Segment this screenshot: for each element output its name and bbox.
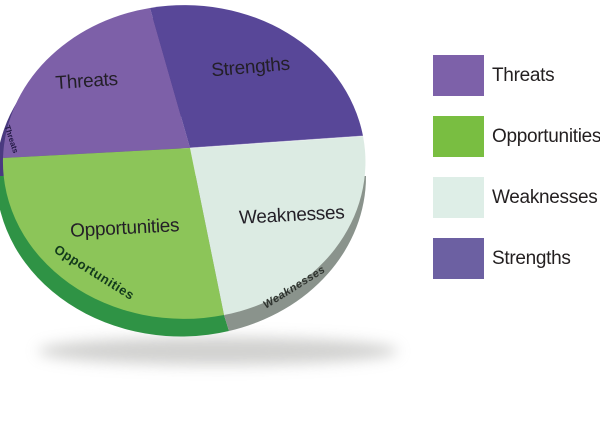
threats-legend-swatch bbox=[433, 55, 484, 96]
legend-item-weaknesses: Weaknesses bbox=[433, 177, 600, 218]
weaknesses-slice bbox=[190, 136, 366, 315]
weaknesses-legend-swatch bbox=[433, 177, 484, 218]
pie-shadow bbox=[38, 337, 398, 365]
threats-slice bbox=[3, 8, 190, 158]
legend-item-opportunities: Opportunities bbox=[433, 116, 600, 157]
threats-legend-label: Threats bbox=[492, 64, 555, 86]
legend-item-strengths: Strengths bbox=[433, 238, 600, 279]
opportunities-slice bbox=[2, 148, 225, 319]
opportunities-legend-label: Opportunities bbox=[492, 125, 600, 147]
weaknesses-legend-label: Weaknesses bbox=[492, 186, 598, 208]
strengths-legend-label: Strengths bbox=[492, 247, 571, 269]
strengths-slice bbox=[150, 5, 363, 148]
strengths-legend-swatch bbox=[433, 238, 484, 279]
pie-chart-canvas: Opportunities Weaknesses Threats Threats… bbox=[0, 5, 398, 365]
opportunities-legend-swatch bbox=[433, 116, 484, 157]
threats-slice-label: Threats bbox=[55, 69, 119, 94]
legend: Threats Opportunities Weaknesses Strengt… bbox=[433, 55, 600, 279]
slice-divider-highlight bbox=[189, 135, 364, 149]
legend-item-threats: Threats bbox=[433, 55, 600, 96]
